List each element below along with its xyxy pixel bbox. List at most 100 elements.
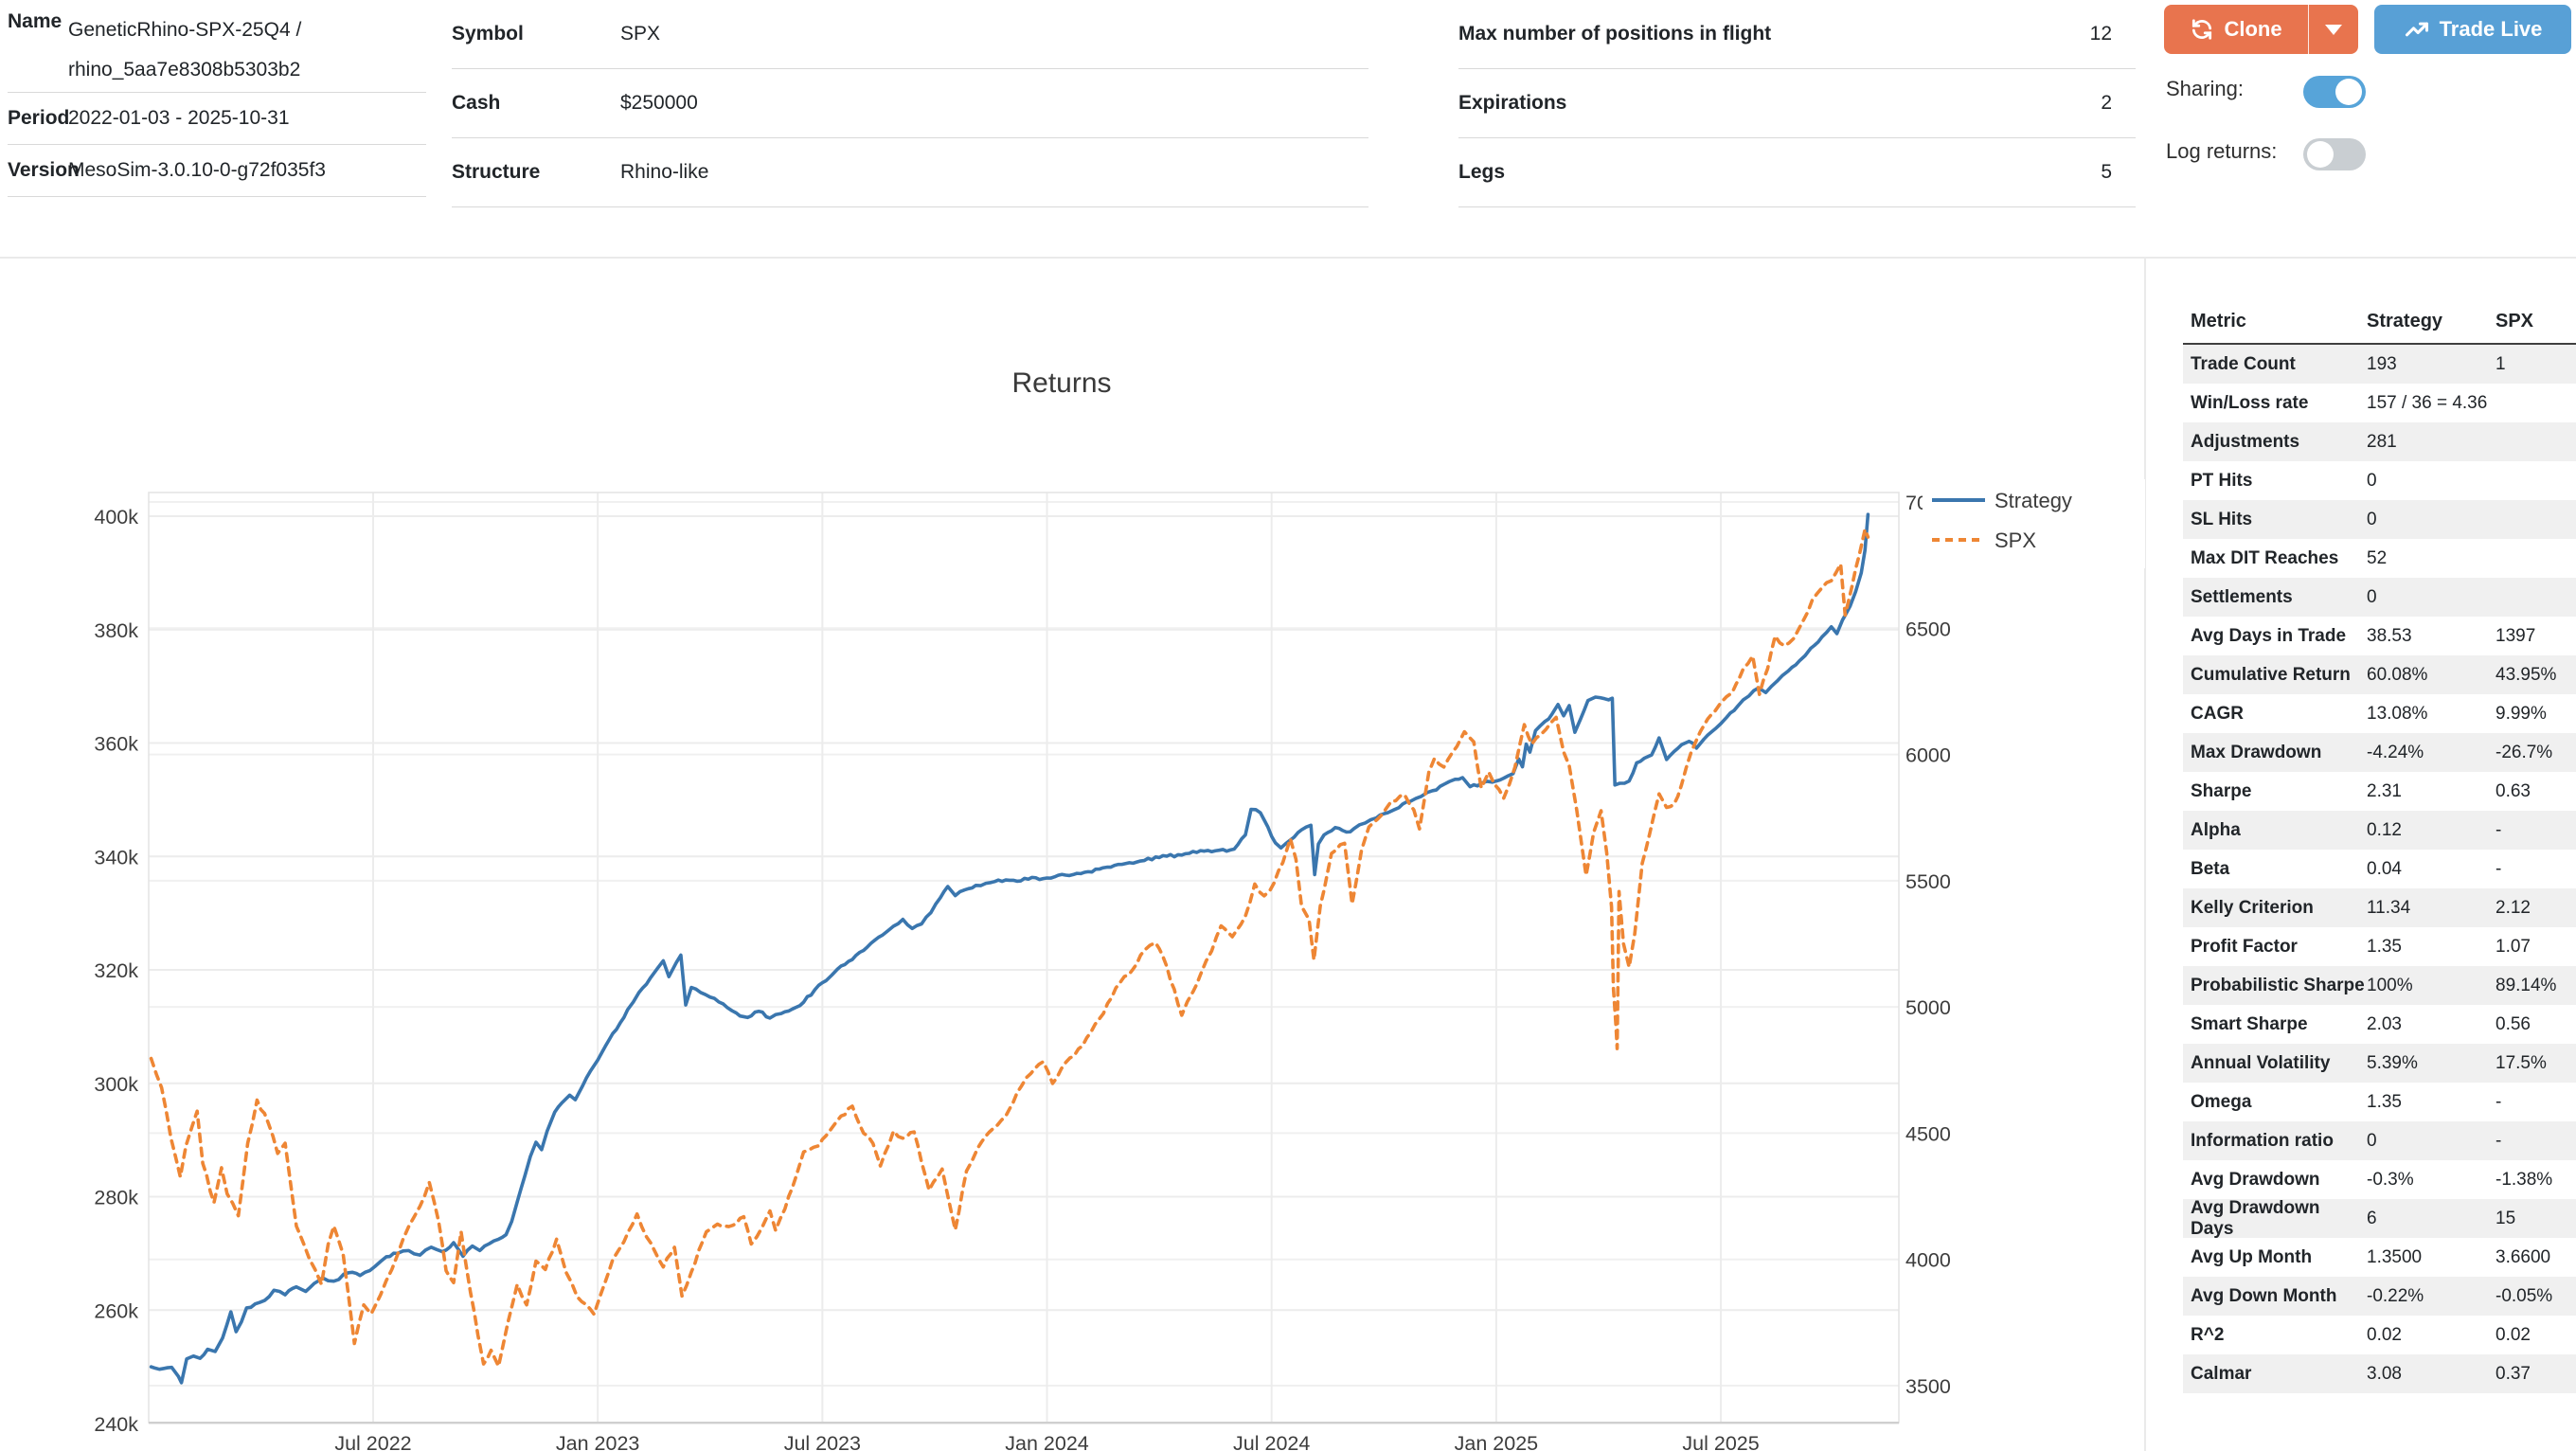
metric-name: Alpha xyxy=(2191,819,2241,840)
plot-border xyxy=(148,492,1900,1424)
metric-strategy-value: 0 xyxy=(2367,509,2377,529)
metric-spx-value: 3.6600 xyxy=(2496,1246,2551,1267)
table-row: Calmar 3.08 0.37 xyxy=(2183,1354,2576,1393)
metric-spx-value: -1.38% xyxy=(2496,1169,2553,1190)
cash-label: Cash xyxy=(452,92,501,114)
log-returns-toggle[interactable] xyxy=(2303,138,2366,170)
metric-spx-value: 0.56 xyxy=(2496,1013,2531,1034)
legend-strategy-label: Strategy xyxy=(1995,489,2072,512)
x-tick-label: Jan 2023 xyxy=(556,1432,640,1451)
metrics-table-body: Trade Count 193 1 Win/Loss rate 157 / 36 = 4… xyxy=(2183,345,2576,1393)
name-value-line2: rhino_5aa7e8308b5303b2 xyxy=(68,59,301,81)
table-row: Trade Count 193 1 xyxy=(2183,345,2576,384)
metric-name: Max DIT Reaches xyxy=(2191,547,2339,568)
info-row-period: Period 2022-01-03 - 2025-10-31 xyxy=(8,93,426,145)
y-left-tick-label: 300k xyxy=(94,1073,138,1096)
metric-name: Probabilistic Sharpe xyxy=(2191,975,2365,995)
x-tick-label: Jul 2025 xyxy=(1682,1432,1759,1451)
chart-root: 400k380k360k340k320k300k280k260k240k7000… xyxy=(94,367,2145,1451)
y-right-tick-label: 5500 xyxy=(1905,870,1951,893)
metric-spx-value: 43.95% xyxy=(2496,664,2557,685)
table-row: Avg Drawdown -0.3% -1.38% xyxy=(2183,1160,2576,1199)
y-left-tick-label: 340k xyxy=(94,846,138,869)
table-row: R^2 0.02 0.02 xyxy=(2183,1316,2576,1354)
clone-button[interactable]: Clone xyxy=(2164,5,2308,54)
metric-name: Information ratio xyxy=(2191,1130,2334,1151)
metric-spx-value: - xyxy=(2496,819,2502,840)
chart-table-divider xyxy=(2144,258,2146,1451)
metric-strategy-value: 13.08% xyxy=(2367,703,2428,724)
cash-value: $250000 xyxy=(620,92,698,114)
info-row-legs: Legs 5 xyxy=(1458,138,2136,207)
y-right-tick-label: 4500 xyxy=(1905,1122,1951,1145)
period-label: Period xyxy=(8,107,70,129)
clone-dropdown-button[interactable] xyxy=(2308,5,2358,54)
sharing-toggle[interactable] xyxy=(2303,76,2366,108)
table-row: Probabilistic Sharpe 100% 89.14% xyxy=(2183,966,2576,1005)
table-row: Profit Factor 1.35 1.07 xyxy=(2183,927,2576,966)
metric-strategy-value: -0.22% xyxy=(2367,1285,2424,1306)
metric-spx-value: -26.7% xyxy=(2496,742,2553,762)
metric-strategy-value: 100% xyxy=(2367,975,2413,995)
metric-spx-value: -0.05% xyxy=(2496,1285,2553,1306)
metric-spx-value: 15 xyxy=(2496,1208,2516,1228)
y-left-tick-label: 380k xyxy=(94,619,138,642)
metric-spx-value: 0.37 xyxy=(2496,1363,2531,1384)
table-row: Max DIT Reaches 52 xyxy=(2183,539,2576,578)
metric-strategy-value: -4.24% xyxy=(2367,742,2424,762)
structure-label: Structure xyxy=(452,161,541,183)
metric-strategy-value: 0.12 xyxy=(2367,819,2402,840)
table-row: Sharpe 2.31 0.63 xyxy=(2183,772,2576,811)
metric-spx-value: 1.07 xyxy=(2496,936,2531,957)
log-returns-label: Log returns: xyxy=(2166,139,2278,163)
table-row: Alpha 0.12 - xyxy=(2183,811,2576,850)
table-row: Max Drawdown -4.24% -26.7% xyxy=(2183,733,2576,772)
table-row: Smart Sharpe 2.03 0.56 xyxy=(2183,1005,2576,1044)
metric-strategy-value: 38.53 xyxy=(2367,625,2412,646)
x-tick-label: Jan 2025 xyxy=(1455,1432,1539,1451)
legend-spx-label: SPX xyxy=(1995,528,2036,552)
position-info-block: Max number of positions in flight 12 Exp… xyxy=(1458,0,2136,207)
clone-split-button: Clone xyxy=(2164,5,2358,54)
metric-strategy-value: 1.3500 xyxy=(2367,1246,2423,1267)
table-row: Avg Up Month 1.3500 3.6600 xyxy=(2183,1238,2576,1277)
metric-spx-value: - xyxy=(2496,1091,2502,1112)
y-right-tick-label: 5000 xyxy=(1905,996,1951,1019)
table-row: Beta 0.04 - xyxy=(2183,850,2576,888)
metric-spx-value: 1397 xyxy=(2496,625,2536,646)
structure-value: Rhino-like xyxy=(620,161,709,183)
info-row-max-positions: Max number of positions in flight 12 xyxy=(1458,0,2136,69)
metric-name: Sharpe xyxy=(2191,780,2252,801)
metric-name: Settlements xyxy=(2191,586,2293,607)
name-value: GeneticRhino-SPX-25Q4 / rhino_5aa7e8308b… xyxy=(68,10,301,90)
trade-live-button-label: Trade Live xyxy=(2439,17,2543,41)
metric-spx-value: 9.99% xyxy=(2496,703,2547,724)
metric-spx-value: - xyxy=(2496,858,2502,879)
metric-strategy-value: 11.34 xyxy=(2367,897,2411,918)
metric-name: Adjustments xyxy=(2191,431,2300,452)
series-line-spx xyxy=(149,528,1870,1369)
table-row: Omega 1.35 - xyxy=(2183,1083,2576,1121)
name-value-line1: GeneticRhino-SPX-25Q4 / xyxy=(68,19,302,41)
table-row: Cumulative Return 60.08% 43.95% xyxy=(2183,655,2576,694)
metric-name: Avg Down Month xyxy=(2191,1285,2337,1306)
metric-strategy-value: 1.35 xyxy=(2367,1091,2402,1112)
metrics-table-header: Metric Strategy SPX xyxy=(2183,299,2576,345)
metric-name: Cumulative Return xyxy=(2191,664,2351,685)
metric-spx-value: 89.14% xyxy=(2496,975,2557,995)
table-row: Information ratio 0 - xyxy=(2183,1121,2576,1160)
metric-name: Kelly Criterion xyxy=(2191,897,2314,918)
metric-strategy-value: -0.3% xyxy=(2367,1169,2414,1190)
name-label: Name xyxy=(8,10,63,32)
metric-strategy-value: 5.39% xyxy=(2367,1052,2418,1073)
trade-live-button[interactable]: Trade Live xyxy=(2374,5,2571,54)
returns-chart: 400k380k360k340k320k300k280k260k240k7000… xyxy=(94,367,2145,1451)
legs-label: Legs xyxy=(1458,161,1506,183)
metric-strategy-value: 2.31 xyxy=(2367,780,2402,801)
sharing-label: Sharing: xyxy=(2166,77,2244,100)
metric-spx-value: 1 xyxy=(2496,353,2506,374)
metric-strategy-value: 2.03 xyxy=(2367,1013,2402,1034)
metric-name: Win/Loss rate xyxy=(2191,392,2309,413)
table-row: CAGR 13.08% 9.99% xyxy=(2183,694,2576,733)
chart-legend: Strategy SPX xyxy=(1923,479,2145,568)
